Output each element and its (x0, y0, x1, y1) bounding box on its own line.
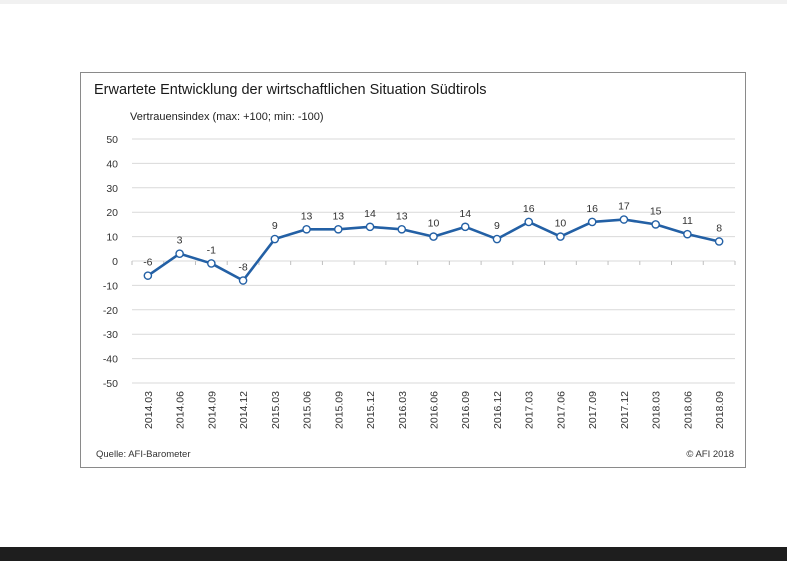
data-point (587, 217, 597, 227)
data-label: 14 (459, 208, 471, 220)
data-point (238, 276, 248, 285)
x-tick-label: 2018.09 (714, 391, 726, 429)
x-tick-label: 2016.03 (397, 391, 409, 429)
chart-title: Erwartete Entwicklung der wirtschaftlich… (94, 82, 487, 98)
data-point (302, 224, 311, 234)
data-label: -6 (143, 257, 152, 269)
data-point (429, 232, 438, 241)
data-label: 14 (364, 208, 376, 220)
data-label: 13 (396, 210, 408, 222)
x-tick-label: 2016.06 (429, 391, 441, 429)
x-tick-label: 2015.03 (270, 391, 282, 429)
x-tick-label: 2017.09 (587, 391, 599, 429)
x-tick-label: 2017.03 (524, 391, 536, 429)
data-label: 8 (716, 222, 722, 234)
data-point (397, 224, 407, 234)
x-tick-label: 2016.12 (492, 391, 504, 429)
top-strip (0, 0, 787, 4)
data-label: 10 (555, 218, 567, 230)
y-tick-label: 50 (106, 134, 118, 146)
line-chart: 50 40 30 20 10 0 -10 -20 -30 -40 -50 2014.03 2014.06… (103, 134, 736, 429)
data-label: 16 (586, 203, 598, 215)
x-tick-label: 2014.09 (206, 391, 218, 429)
x-tick-label: 2015.06 (302, 391, 314, 429)
data-point (524, 217, 534, 227)
y-tick-label: -50 (103, 378, 118, 390)
data-point (714, 237, 724, 246)
data-point (683, 229, 692, 239)
data-point (619, 215, 629, 224)
data-point (207, 259, 216, 268)
data-label: 17 (618, 201, 630, 213)
x-tick-label: 2014.06 (175, 391, 187, 429)
y-tick-label: -40 (103, 354, 118, 366)
x-tick-label: 2015.12 (365, 391, 377, 429)
data-label: 16 (523, 203, 535, 215)
data-label: 13 (332, 210, 344, 222)
x-tick-label: 2018.03 (651, 391, 663, 429)
x-tick-label: 2017.06 (555, 391, 567, 429)
data-label: -8 (238, 262, 247, 274)
data-label: 9 (494, 220, 500, 232)
x-tick-label: 2015.09 (333, 391, 345, 429)
data-point (365, 222, 375, 232)
x-tick-label: 2017.12 (619, 391, 631, 429)
data-label: -1 (207, 244, 216, 256)
y-tick-label: -10 (103, 280, 118, 292)
y-tick-label: -30 (103, 329, 118, 341)
chart-subtitle: Vertrauensindex (max: +100; min: -100) (130, 111, 324, 123)
data-point (460, 222, 470, 232)
data-point (143, 271, 153, 280)
y-tick-label: -20 (103, 305, 118, 317)
data-point (651, 220, 660, 229)
data-point (492, 234, 502, 244)
bottom-bar (0, 547, 787, 561)
y-tick-label: 40 (106, 158, 118, 170)
copyright-note: © AFI 2018 (686, 449, 734, 460)
source-note: Quelle: AFI-Barometer (96, 449, 191, 460)
y-tick-label: 0 (112, 256, 118, 268)
data-label: 11 (682, 215, 693, 227)
data-label: 13 (301, 210, 313, 222)
data-point (333, 224, 343, 234)
data-point (175, 249, 184, 258)
chart-frame: 50 40 30 20 10 0 -10 -20 -30 -40 -50 2014.03 2014.06… (80, 72, 746, 468)
x-tick-label: 2014.03 (143, 391, 155, 429)
data-label: 9 (272, 220, 278, 232)
data-label: 3 (177, 235, 183, 247)
y-tick-label: 30 (106, 183, 118, 195)
y-tick-label: 20 (106, 207, 118, 219)
x-tick-label: 2018.06 (682, 391, 694, 429)
data-point (556, 232, 565, 241)
data-point (270, 234, 280, 244)
x-tick-label: 2014.12 (238, 391, 250, 429)
y-tick-label: 10 (106, 232, 118, 244)
data-label: 15 (650, 205, 662, 217)
data-label: 10 (428, 218, 440, 230)
x-tick-label: 2016.09 (460, 391, 472, 429)
